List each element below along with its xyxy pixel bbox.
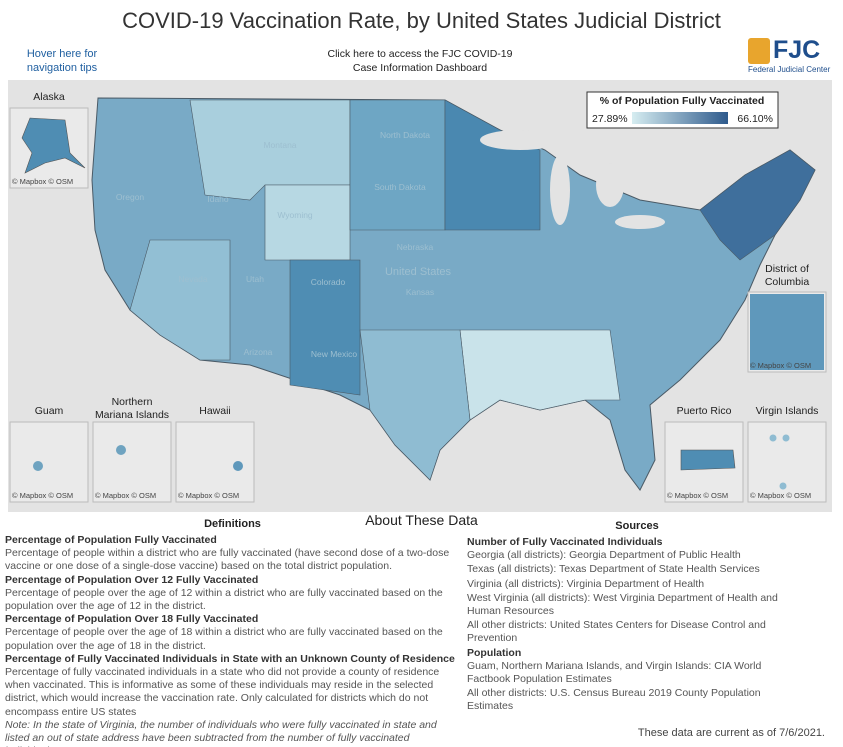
legend-max: 66.10%	[737, 113, 773, 125]
definition-term: Percentage of Fully Vaccinated Individua…	[5, 652, 455, 665]
logo: FJC Federal Judicial Center	[748, 36, 830, 76]
source-item: Texas (all districts): Texas Department …	[467, 563, 760, 576]
definition-term: Percentage of Population Fully Vaccinate…	[5, 534, 217, 546]
map: Alaska © Mapbox © OSM District of Columbia ©…	[8, 80, 832, 512]
inset-box	[747, 421, 827, 503]
link-line[interactable]: Click here to access the FJC COVID-19	[327, 48, 513, 60]
source-item: All other districts: U.S. Census Bureau …	[467, 687, 761, 713]
definition-text: Percentage of people within a district w…	[5, 547, 450, 573]
map-label: Wyoming	[277, 210, 313, 220]
definition-list: Percentage of Population Fully Vaccinate…	[5, 534, 460, 719]
note: Note: In the state of Virginia, the numb…	[5, 718, 437, 747]
sources: Sources Number of Fully Vaccinated Indiv…	[467, 520, 807, 715]
map-label: South Dakota	[374, 182, 426, 192]
inset-shape	[782, 434, 790, 442]
inset-box	[92, 421, 172, 503]
source-item: Virginia (all districts): Virginia Depar…	[467, 577, 705, 590]
attribution: © Mapbox © OSM	[95, 491, 156, 500]
inset-label: Alaska	[33, 91, 65, 103]
attribution: © Mapbox © OSM	[667, 491, 728, 500]
about-title: About These Data	[365, 512, 478, 528]
region	[699, 149, 816, 261]
legend-gradient	[632, 112, 728, 124]
inset-label: Northern Mariana Islands	[95, 396, 169, 421]
map-label: Nevada	[178, 274, 208, 284]
definition-term: Percentage of Population Over 12 Fully V…	[5, 573, 259, 586]
legend-min: 27.89%	[592, 113, 628, 125]
inset-label: Hawaii	[199, 405, 231, 417]
attribution: © Mapbox © OSM	[750, 491, 811, 500]
definitions: Definitions Percentage of Population Ful…	[5, 518, 460, 747]
inset-box	[9, 421, 89, 503]
nav-tips-line[interactable]: Hover here for	[26, 48, 98, 60]
legend-title: % of Population Fully Vaccinated	[600, 95, 765, 107]
inset-shape	[21, 117, 86, 174]
source-heading: Population	[467, 646, 522, 659]
inset-shape	[116, 445, 126, 455]
inset-shape	[233, 461, 243, 471]
inset-box	[175, 421, 255, 503]
source-item: West Virginia (all districts): West Virg…	[467, 591, 778, 618]
lake	[596, 163, 624, 207]
inset-label: District of Columbia	[765, 263, 810, 288]
logo-name: Federal Judicial Center	[748, 65, 831, 74]
source-item: Guam, Northern Mariana Islands, and Virg…	[467, 659, 762, 686]
map-label: Montana	[263, 140, 296, 150]
attribution: © Mapbox © OSM	[12, 177, 73, 186]
map-label: Kansas	[406, 287, 434, 297]
map-label: North Dakota	[380, 130, 430, 140]
source-heading: Number of Fully Vaccinated Individuals	[467, 536, 663, 548]
map-label: Nebraska	[397, 242, 434, 252]
logo-mark: FJC	[773, 36, 821, 64]
lake	[615, 215, 665, 229]
logo-icon	[748, 38, 770, 64]
attribution: © Mapbox © OSM	[178, 491, 239, 500]
source-item: All other districts: United States Cente…	[467, 619, 766, 645]
map-label: Utah	[246, 274, 264, 284]
region	[129, 239, 231, 361]
map-label: United States	[385, 266, 452, 278]
definition-term: Percentage of Population Over 18 Fully V…	[5, 613, 259, 626]
lake	[480, 130, 560, 150]
inset-shape	[750, 294, 824, 370]
inset-label: Puerto Rico	[677, 405, 732, 417]
region	[359, 329, 471, 481]
region	[444, 99, 541, 231]
source-list: Number of Fully Vaccinated Individuals Ge…	[467, 536, 807, 714]
map-label: Oregon	[116, 192, 145, 202]
lake	[550, 155, 570, 225]
region	[289, 259, 361, 396]
definition-text: Percentage of people over the age of 18 …	[5, 626, 443, 652]
source-item: Georgia (all districts): Georgia Departm…	[467, 549, 741, 562]
region	[264, 184, 351, 261]
insets: Alaska © Mapbox © OSM District of Columbia ©…	[9, 91, 827, 503]
map-labels: Oregon Idaho Montana North Dakota Wyoming Sou…	[116, 130, 452, 359]
inset-shape	[33, 461, 43, 471]
definitions-title: Definitions	[204, 518, 261, 530]
inset-shape	[779, 482, 787, 490]
inset-label: Virgin Islands	[756, 405, 819, 417]
sources-title: Sources	[615, 520, 659, 532]
link-line[interactable]: Case Information Dashboard	[352, 62, 488, 74]
map-label: Colorado	[311, 277, 346, 287]
map-label: Idaho	[207, 194, 229, 204]
inset-label: Guam	[35, 405, 64, 417]
attribution: © Mapbox © OSM	[750, 361, 811, 370]
map-label: Arizona	[244, 347, 273, 357]
dashboard-link[interactable]: Click here to access the FJC COVID-19 Cas…	[270, 47, 570, 75]
definition-text: Percentage of fully vaccinated individua…	[5, 666, 440, 718]
nav-tips-line[interactable]: navigation tips	[26, 62, 98, 74]
currency: These data are current as of 7/6/2021.	[637, 727, 825, 739]
attribution: © Mapbox © OSM	[12, 491, 73, 500]
inset-shape	[769, 434, 777, 442]
definition-text: Percentage of people over the age of 12 …	[5, 586, 443, 613]
region	[459, 329, 621, 421]
region	[349, 99, 446, 231]
title: COVID-19 Vaccination Rate, by United Sta…	[122, 8, 721, 33]
nav-tips[interactable]: Hover here for navigation tips	[22, 47, 102, 75]
map-label: New Mexico	[311, 349, 358, 359]
inset-shape	[680, 449, 736, 471]
